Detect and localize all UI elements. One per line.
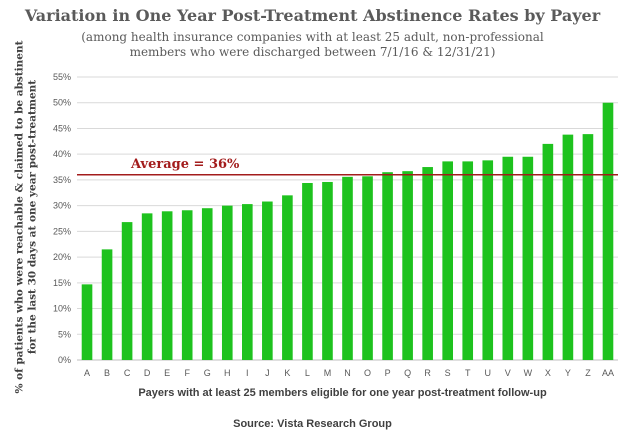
x-tick-label: D: [144, 368, 151, 378]
bar: [462, 161, 474, 360]
bar: [141, 213, 153, 360]
y-tick-label: 55%: [53, 72, 71, 82]
y-tick-label: 35%: [53, 175, 71, 185]
subtitle-line-2: members who were discharged between 7/1/…: [129, 45, 496, 59]
bar: [322, 181, 333, 360]
x-tick-label: J: [265, 368, 270, 378]
x-tick-label: B: [104, 368, 110, 378]
x-tick-label: G: [204, 368, 211, 378]
x-tick-label: T: [465, 368, 471, 378]
bar: [582, 134, 594, 360]
y-tick-label: 5%: [58, 329, 71, 339]
x-tick-label: O: [364, 368, 371, 378]
source-note: Source: Vista Research Group: [233, 418, 392, 430]
y-tick-label: 10%: [53, 304, 71, 314]
x-tick-label: S: [445, 368, 451, 378]
x-tick-label: U: [485, 368, 492, 378]
bar: [181, 210, 193, 360]
bar: [101, 249, 113, 360]
bar: [382, 172, 393, 360]
x-tick-label: A: [84, 368, 90, 378]
x-tick-label: P: [385, 368, 391, 378]
bar: [161, 211, 173, 360]
bar: [522, 156, 534, 360]
x-tick-label: Z: [585, 368, 591, 378]
x-tick-label: Y: [565, 368, 571, 378]
x-axis-label: Payers with at least 25 members eligible…: [138, 387, 547, 399]
bar: [81, 284, 93, 360]
bar: [302, 182, 313, 360]
bar: [201, 208, 213, 360]
x-tick-label: L: [305, 368, 310, 378]
x-tick-label: R: [424, 368, 431, 378]
x-tick-label: W: [524, 368, 533, 378]
y-tick-label: 50%: [53, 98, 71, 108]
x-tick-label: F: [184, 368, 190, 378]
y-tick-label: 25%: [53, 226, 71, 236]
x-tick-label: E: [164, 368, 170, 378]
bar: [562, 134, 574, 360]
x-tick-label: N: [344, 368, 351, 378]
x-tick-label: K: [284, 368, 290, 378]
bar: [282, 195, 293, 360]
x-tick-label: C: [124, 368, 131, 378]
bar: [542, 143, 554, 360]
x-tick-label: X: [545, 368, 551, 378]
chart-subtitle: (among health insurance companies with a…: [0, 30, 625, 60]
y-tick-label: 30%: [53, 201, 71, 211]
bar: [121, 222, 133, 360]
y-tick-label: 15%: [53, 278, 71, 288]
bar: [221, 205, 233, 360]
average-label: Average = 36%: [130, 157, 240, 172]
bar: [502, 156, 514, 360]
y-tick-label: 0%: [58, 355, 71, 365]
x-tick-label: V: [505, 368, 511, 378]
x-tick-label: I: [246, 368, 249, 378]
bar: [342, 176, 353, 360]
bar: [262, 201, 273, 360]
y-tick-label: 45%: [53, 123, 71, 133]
x-tick-label: M: [324, 368, 332, 378]
bar: [422, 167, 433, 360]
bar: [362, 176, 373, 360]
x-tick-label: AA: [602, 368, 614, 378]
bar: [442, 161, 453, 360]
y-tick-label: 40%: [53, 149, 71, 159]
bar: [602, 102, 614, 361]
x-tick-label: H: [224, 368, 231, 378]
y-tick-label: 20%: [53, 252, 71, 262]
bar: [402, 171, 413, 360]
x-tick-label: Q: [404, 368, 411, 378]
chart-title: Variation in One Year Post-Treatment Abs…: [24, 6, 601, 25]
bar: [242, 204, 253, 360]
subtitle-line-1: (among health insurance companies with a…: [81, 30, 544, 44]
bar: [482, 160, 494, 360]
